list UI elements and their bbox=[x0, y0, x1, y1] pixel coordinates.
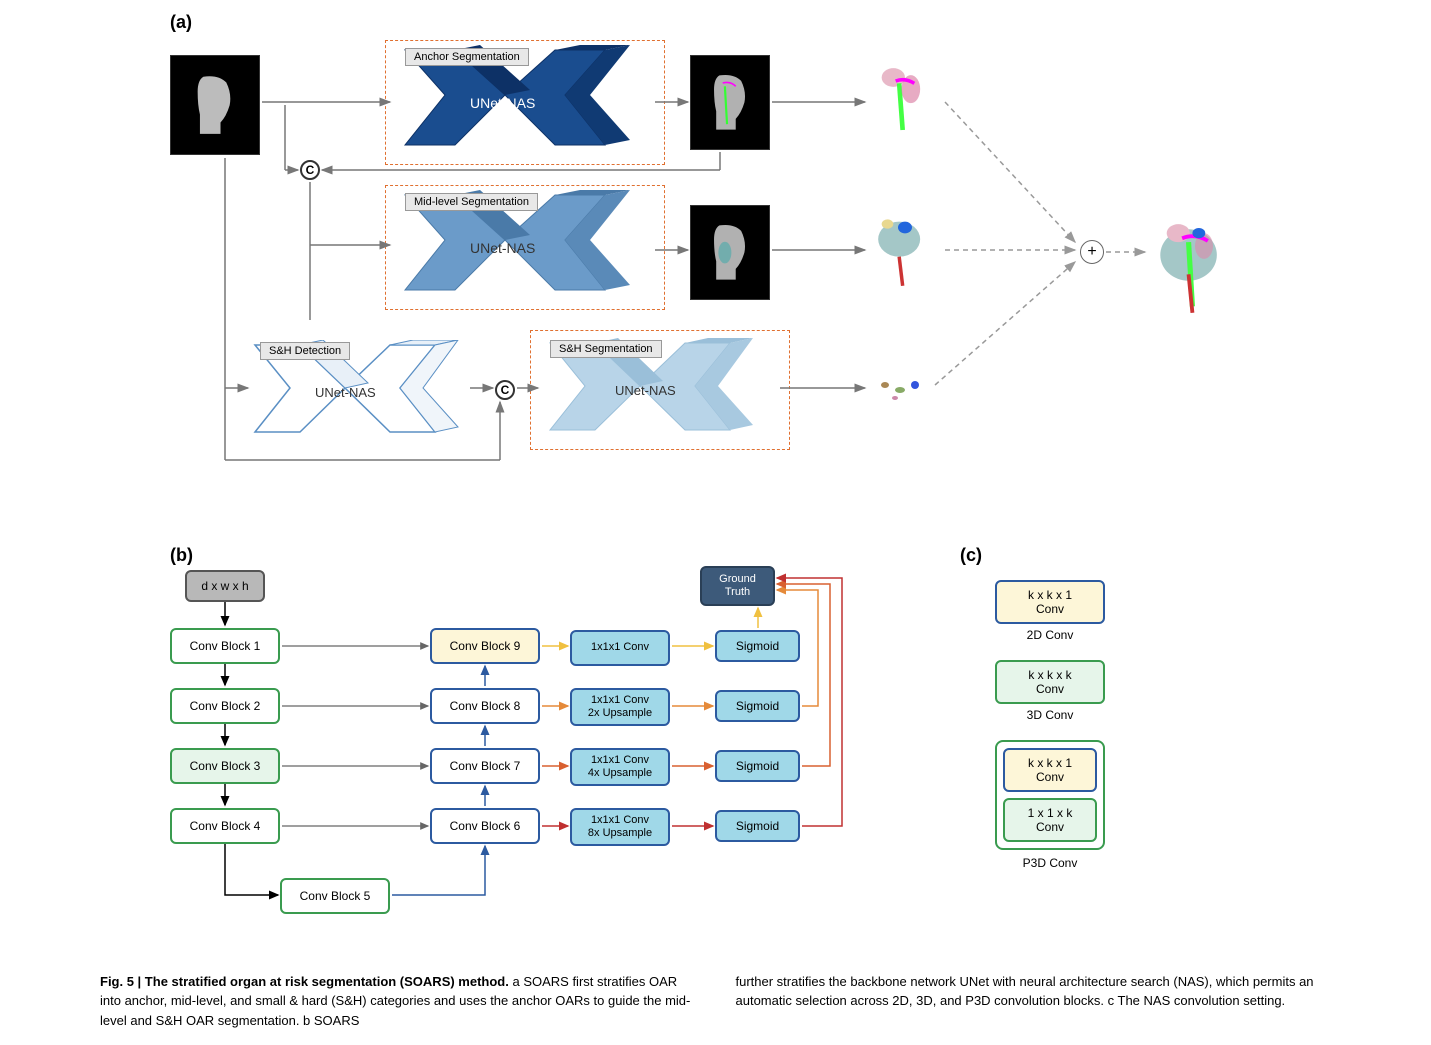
conv-3d: k x k x kConv bbox=[995, 660, 1105, 704]
conv-p3d-b: 1 x 1 x kConv bbox=[1003, 798, 1097, 842]
enc-3: Conv Block 3 bbox=[170, 748, 280, 784]
sh-det-text: UNet-NAS bbox=[315, 385, 376, 400]
op-2: 1x1x1 Conv4x Upsample bbox=[570, 748, 670, 786]
mid-tag: Mid-level Segmentation bbox=[405, 193, 538, 211]
conv-3d-label: 3D Conv bbox=[995, 708, 1105, 722]
sh-det-tag: S&H Detection bbox=[260, 342, 350, 360]
sig-2: Sigmoid bbox=[715, 750, 800, 782]
figure-caption: Fig. 5 | The stratified organ at risk se… bbox=[100, 972, 1331, 1031]
dec-9: Conv Block 9 bbox=[430, 628, 540, 664]
sig-1: Sigmoid bbox=[715, 690, 800, 722]
mid-text: UNet-NAS bbox=[470, 240, 535, 256]
caption-title: Fig. 5 | The stratified organ at risk se… bbox=[100, 974, 509, 989]
concat-1: C bbox=[300, 160, 320, 180]
caption-col2: further stratifies the backbone network … bbox=[736, 972, 1332, 1031]
sig-0: Sigmoid bbox=[715, 630, 800, 662]
gt-block: GroundTruth bbox=[700, 566, 775, 606]
dec-6: Conv Block 6 bbox=[430, 808, 540, 844]
anchor-tag: Anchor Segmentation bbox=[405, 48, 529, 66]
ct-mid-out bbox=[690, 205, 770, 300]
panel-b-arrows bbox=[170, 560, 930, 920]
enc-1: Conv Block 1 bbox=[170, 628, 280, 664]
anchor-text: UNet-NAS bbox=[470, 95, 535, 111]
panel-a: Anchor Segmentation UNet-NAS Mid-level S… bbox=[170, 30, 1350, 510]
conv-p3d-a: k x k x 1Conv bbox=[1003, 748, 1097, 792]
conv-2d-label: 2D Conv bbox=[995, 628, 1105, 642]
organ-anchor bbox=[870, 60, 940, 140]
panel-c: k x k x 1Conv 2D Conv k x k x kConv 3D C… bbox=[960, 560, 1140, 920]
sig-3: Sigmoid bbox=[715, 810, 800, 842]
enc-2: Conv Block 2 bbox=[170, 688, 280, 724]
plus-node: + bbox=[1080, 240, 1104, 264]
organ-combined bbox=[1150, 210, 1240, 310]
op-1: 1x1x1 Conv2x Upsample bbox=[570, 688, 670, 726]
panel-b: d x w x h Conv Block 1 Conv Block 2 Conv… bbox=[170, 560, 930, 920]
enc-5: Conv Block 5 bbox=[280, 878, 390, 914]
conv-p3d-label: P3D Conv bbox=[995, 856, 1105, 870]
enc-4: Conv Block 4 bbox=[170, 808, 280, 844]
conv-p3d-group: k x k x 1Conv 1 x 1 x kConv bbox=[995, 740, 1105, 850]
conv-2d: k x k x 1Conv bbox=[995, 580, 1105, 624]
ct-anchor-out bbox=[690, 55, 770, 150]
dec-8: Conv Block 8 bbox=[430, 688, 540, 724]
op-0: 1x1x1 Conv bbox=[570, 630, 670, 666]
sh-seg-tag: S&H Segmentation bbox=[550, 340, 662, 358]
organ-sh bbox=[870, 370, 930, 410]
input-block: d x w x h bbox=[185, 570, 265, 602]
op-3: 1x1x1 Conv8x Upsample bbox=[570, 808, 670, 846]
dec-7: Conv Block 7 bbox=[430, 748, 540, 784]
ct-input bbox=[170, 55, 260, 155]
concat-2: C bbox=[495, 380, 515, 400]
organ-mid bbox=[870, 210, 940, 290]
sh-seg-text: UNet-NAS bbox=[615, 383, 676, 398]
